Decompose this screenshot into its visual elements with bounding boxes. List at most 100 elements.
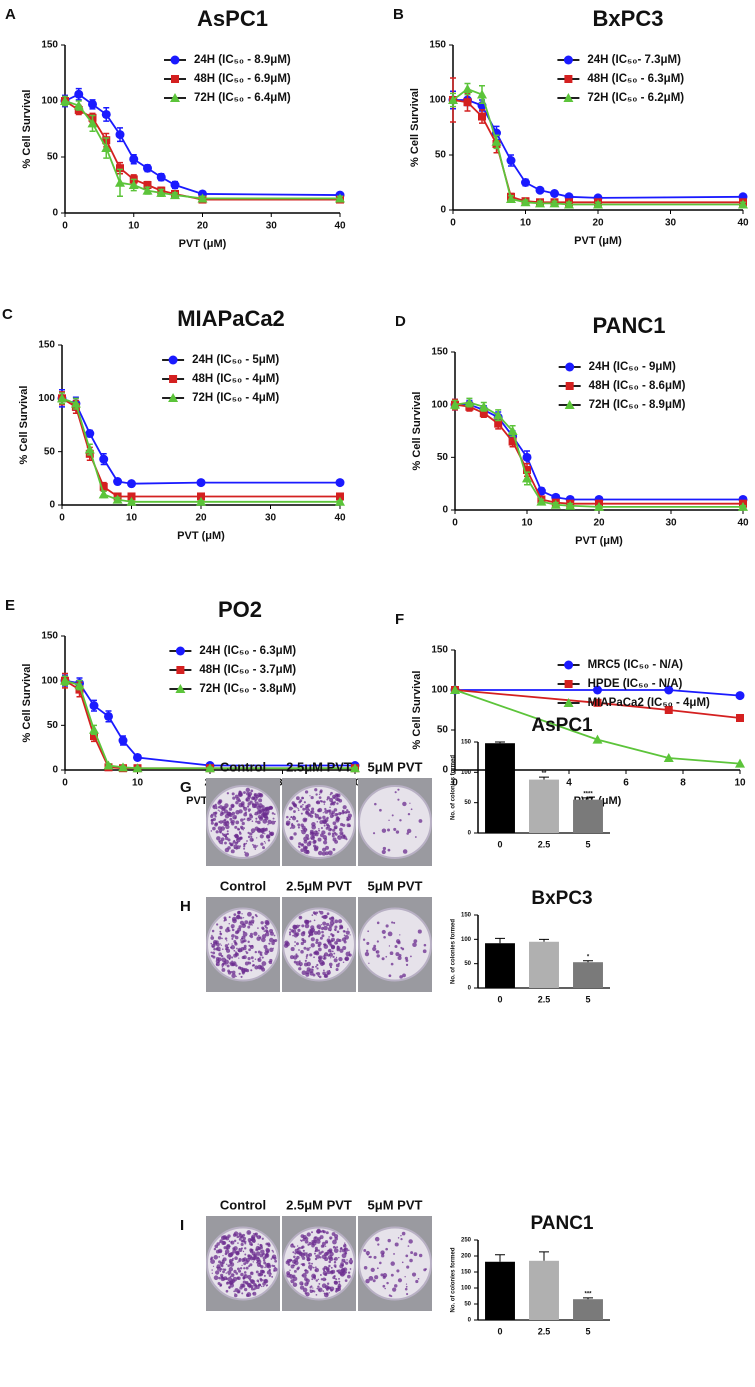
colony (374, 1275, 379, 1280)
colony (296, 1255, 300, 1260)
colony (393, 1253, 395, 1255)
colony (226, 792, 230, 795)
colony (323, 824, 326, 827)
colony (228, 923, 230, 925)
colony (218, 960, 220, 963)
x-tick-label: 20 (195, 513, 207, 524)
marker (101, 109, 111, 119)
marker (143, 181, 152, 189)
colony (255, 820, 258, 823)
colony (336, 798, 341, 802)
colony (325, 1251, 330, 1256)
colony (383, 935, 386, 939)
plate (358, 907, 432, 982)
legend-label: 72H (IC₅₀ - 3.8μM) (199, 683, 296, 695)
colony (322, 921, 327, 926)
colony (211, 1269, 213, 1271)
error-bar (539, 776, 549, 780)
colony (228, 1274, 230, 1276)
colony (231, 934, 235, 938)
colony (213, 1255, 219, 1260)
colony (402, 801, 407, 807)
colony (300, 830, 303, 832)
colony (306, 953, 309, 957)
colony (238, 790, 242, 793)
colony (309, 1289, 313, 1293)
colony (343, 934, 346, 937)
colony (252, 1291, 257, 1296)
x-tick-label: 0 (497, 839, 502, 849)
marker (196, 478, 206, 488)
colony (331, 801, 336, 806)
colony (261, 805, 265, 809)
colony (237, 927, 242, 932)
colony (290, 947, 295, 952)
colony (225, 1281, 230, 1285)
colony (409, 802, 411, 804)
error-bar (583, 960, 593, 963)
marker (593, 199, 603, 209)
colony (326, 796, 330, 800)
plate-label: 5μM PVT (368, 1197, 423, 1212)
colony (253, 804, 258, 808)
colony (247, 802, 251, 806)
marker (592, 734, 603, 744)
colony (395, 952, 400, 957)
marker (74, 680, 85, 690)
colony (289, 827, 292, 829)
colony (272, 817, 275, 820)
colony (304, 1269, 309, 1274)
colony (344, 1242, 346, 1244)
colony (316, 1228, 322, 1234)
colony (214, 803, 217, 806)
colony (314, 1266, 317, 1269)
colony (211, 1272, 213, 1274)
colony (254, 848, 257, 850)
colony (248, 944, 251, 947)
colony (326, 970, 331, 975)
colony (329, 811, 332, 814)
colony (335, 1281, 338, 1284)
colony (250, 1271, 253, 1274)
colony (232, 961, 237, 966)
colony (340, 1247, 343, 1250)
colony (326, 922, 330, 927)
colony (249, 945, 254, 949)
colony (331, 934, 335, 938)
colony (256, 845, 259, 847)
colony (342, 805, 347, 810)
colony (296, 954, 299, 958)
colony (345, 1261, 349, 1265)
x-tick-label: 20 (592, 218, 604, 229)
colony (298, 960, 301, 963)
colony (234, 1256, 238, 1261)
colony (387, 848, 391, 852)
x-tick-label: 0 (62, 778, 68, 789)
colony (301, 970, 307, 976)
marker (170, 93, 180, 102)
colony (333, 946, 335, 948)
colony (331, 1269, 336, 1274)
colony (255, 1270, 259, 1274)
marker (535, 185, 545, 195)
colony (235, 834, 239, 839)
colony (217, 1248, 223, 1254)
colony (239, 836, 243, 840)
colony (251, 916, 255, 919)
legend-label: 24H (IC₅₀ - 8.9μM) (194, 54, 291, 66)
colony (264, 833, 266, 835)
legend-label: 24H (IC₅₀- 7.3μM) (587, 54, 681, 66)
colony (252, 1233, 255, 1235)
marker (99, 482, 108, 491)
colony (218, 840, 221, 843)
colony (299, 964, 302, 967)
marker (168, 393, 179, 402)
colony (322, 1277, 326, 1282)
colony (230, 924, 235, 929)
colony (296, 819, 299, 823)
chart-title: MIAPaCa2 (177, 306, 285, 331)
colony (317, 1287, 323, 1293)
colony (347, 928, 349, 930)
colony (304, 1239, 309, 1244)
colony (264, 924, 267, 928)
